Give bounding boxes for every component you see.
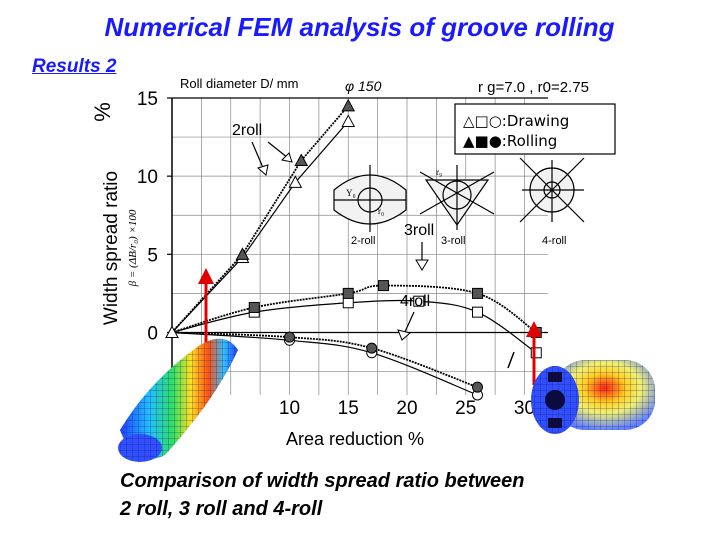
data-point-3roll-drawing	[530, 347, 542, 359]
data-point-2roll-rolling	[235, 247, 250, 260]
red-arrow-right	[526, 321, 542, 385]
x-tick-label: 30	[514, 398, 535, 419]
arrow-3roll-head	[415, 259, 429, 271]
data-point-3roll-rolling	[472, 287, 483, 299]
data-point-3roll-drawing	[472, 306, 483, 318]
arrow-2roll-drawing-head	[256, 164, 269, 176]
caption: Comparison of width spread ratio between…	[120, 467, 680, 523]
label-4roll: 4roll	[400, 293, 430, 310]
inset-label-2roll: 2-roll	[351, 235, 375, 247]
svg-text:r₉: r₉	[436, 167, 442, 177]
data-point-3roll-rolling	[248, 301, 260, 313]
inset-label-3roll: 3-roll	[441, 235, 465, 247]
y-tick-label: 0	[147, 323, 158, 344]
x-tick-label: 20	[396, 398, 417, 419]
caption-line-1: Comparison of width spread ratio between	[120, 470, 525, 492]
data-point-2roll-drawing	[341, 114, 356, 127]
slash-mark	[507, 351, 515, 369]
data-point-2roll-drawing	[288, 175, 303, 188]
arrow-2roll-rolling-head	[280, 152, 293, 163]
arrow-4roll	[403, 311, 415, 335]
legend-rolling: ▲■●:Rolling	[463, 132, 557, 150]
inset-label-4roll: 4-roll	[542, 235, 566, 247]
label-2roll: 2roll	[232, 122, 262, 139]
data-point-3roll-rolling	[342, 287, 354, 299]
x-tick-label: 15	[338, 398, 359, 419]
y-axis-label: Width spread ratio	[101, 171, 122, 325]
data-point-3roll-drawing	[342, 297, 354, 309]
inset-4roll	[519, 157, 585, 223]
x-tick-label: 25	[455, 398, 476, 419]
caption-line-2: 2 roll, 3 roll and 4-roll	[120, 498, 323, 520]
x-axis-label: Area reduction %	[286, 429, 424, 449]
fem-image-2roll	[118, 338, 238, 462]
header-roll-diameter: Roll diameter D/ mm	[180, 76, 298, 91]
arrow-2roll-rolling	[267, 141, 289, 159]
page-title: Numerical FEM analysis of groove rolling	[104, 12, 615, 42]
inset-3roll: r₉	[419, 165, 495, 230]
data-point-2roll-rolling	[294, 153, 309, 167]
y-tick-label: 10	[137, 167, 158, 188]
inset-2roll: Y₀ r₀	[333, 165, 407, 232]
y-unit: %	[90, 102, 115, 122]
data-point-3roll-rolling	[378, 280, 389, 292]
arrow-4roll-head	[397, 329, 412, 341]
header-diameter-value: φ 150	[345, 78, 382, 94]
legend-drawing: △□○:Drawing	[463, 112, 569, 130]
svg-text:r₀: r₀	[378, 206, 384, 216]
data-point-4roll-rolling	[366, 342, 378, 354]
legend: △□○:Drawing ▲■●:Rolling	[454, 103, 616, 155]
svg-text:Y₀: Y₀	[346, 188, 356, 198]
fem-image-4roll	[531, 360, 655, 434]
y-tick-label: 5	[147, 245, 158, 266]
x-tick-label: 10	[279, 398, 300, 419]
plot-frame	[171, 97, 548, 395]
data-point-4roll-rolling	[284, 331, 295, 343]
y-axis-formula: β = (ΔB/r₀) ×100	[127, 209, 139, 287]
arrow-2roll-drawing	[251, 141, 265, 171]
data-point-3roll-drawing	[413, 295, 425, 307]
series-line-4roll-drawing	[171, 331, 478, 396]
section-subtitle: Results 2	[32, 56, 117, 77]
x-tick-labels: 10 15 20 25 30	[279, 398, 535, 419]
y-tick-label: 15	[137, 89, 158, 110]
data-point-2roll-rolling	[341, 98, 356, 112]
red-arrow-left	[198, 268, 214, 345]
series-line-4roll-rolling	[171, 331, 478, 389]
label-3roll: 3roll	[404, 222, 434, 239]
y-tick-labels: 0 5 10 15	[137, 89, 172, 344]
data-point-origin	[165, 325, 179, 338]
data-point-4roll-rolling	[472, 381, 483, 393]
header-params: r g=7.0 , r0=2.75	[478, 79, 589, 96]
